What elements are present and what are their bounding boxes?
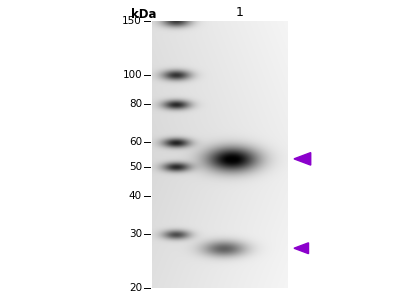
Text: 1: 1	[236, 5, 244, 19]
Text: 50: 50	[129, 162, 142, 172]
Text: 150: 150	[122, 16, 142, 26]
Polygon shape	[294, 153, 311, 165]
Polygon shape	[294, 243, 308, 254]
Text: 80: 80	[129, 99, 142, 109]
Text: 60: 60	[129, 137, 142, 147]
Text: 20: 20	[129, 283, 142, 293]
Text: kDa: kDa	[131, 8, 157, 22]
Text: 30: 30	[129, 229, 142, 239]
Text: 100: 100	[122, 70, 142, 80]
Text: 40: 40	[129, 191, 142, 201]
